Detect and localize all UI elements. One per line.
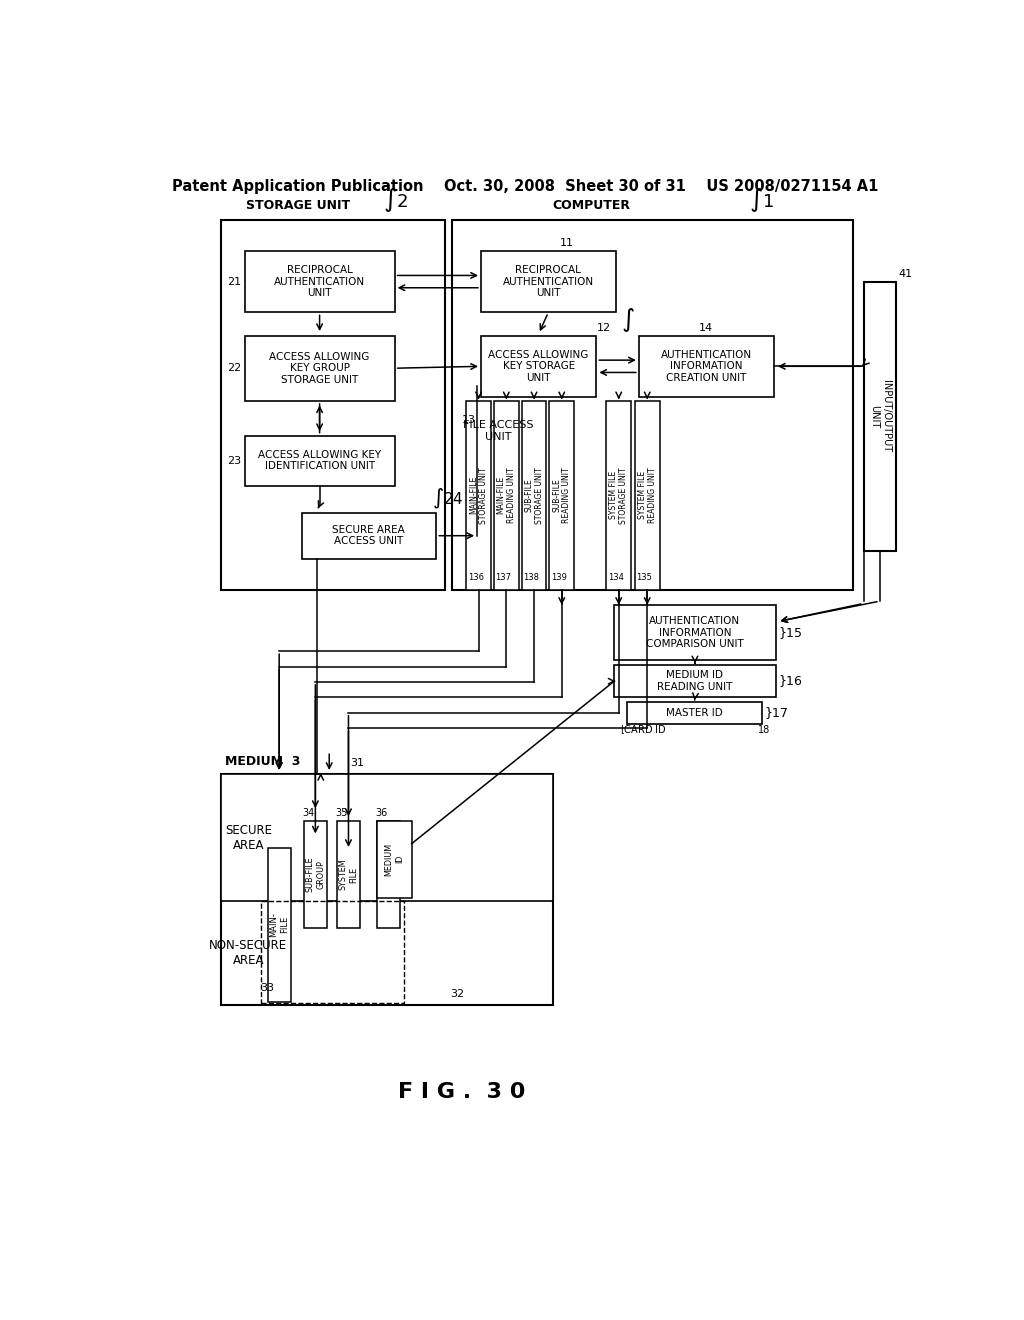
Bar [377, 821, 400, 928]
Text: SUB-FILE
READING UNIT: SUB-FILE READING UNIT [552, 467, 571, 523]
Text: 32: 32 [451, 989, 464, 999]
Text: MAIN-FILE
READING UNIT: MAIN-FILE READING UNIT [497, 467, 516, 523]
Bar [635, 401, 659, 590]
Text: INPUT/OUTPUT
UNIT: INPUT/OUTPUT UNIT [869, 380, 891, 453]
Text: SECURE AREA
ACCESS UNIT: SECURE AREA ACCESS UNIT [333, 525, 406, 546]
Text: 12: 12 [596, 323, 610, 333]
Text: $\int$: $\int$ [622, 306, 635, 334]
Text: STORAGE UNIT: STORAGE UNIT [247, 199, 350, 213]
Text: MEDIUM
ID: MEDIUM ID [385, 842, 404, 875]
Text: 33: 33 [260, 983, 274, 994]
Text: RECIPROCAL
AUTHENTICATION
UNIT: RECIPROCAL AUTHENTICATION UNIT [274, 265, 366, 298]
Bar [628, 702, 762, 723]
Bar [550, 401, 574, 590]
Text: 13: 13 [462, 416, 476, 425]
Text: 136: 136 [468, 573, 483, 582]
Text: COMPUTER: COMPUTER [552, 199, 630, 213]
Bar [863, 281, 896, 552]
Bar [245, 335, 394, 401]
Text: ACCESS ALLOWING
KEY STORAGE
UNIT: ACCESS ALLOWING KEY STORAGE UNIT [488, 350, 589, 383]
Text: ACCESS ALLOWING
KEY GROUP
STORAGE UNIT: ACCESS ALLOWING KEY GROUP STORAGE UNIT [269, 351, 370, 385]
Text: MEDIUM  3: MEDIUM 3 [225, 755, 301, 768]
Bar [304, 821, 327, 928]
Text: SYSTEM FILE
STORAGE UNIT: SYSTEM FILE STORAGE UNIT [609, 467, 629, 524]
Text: 11: 11 [560, 239, 573, 248]
Bar [521, 401, 547, 590]
Bar [639, 335, 773, 397]
Text: NON-SECURE
AREA: NON-SECURE AREA [209, 939, 288, 968]
Text: 14: 14 [698, 323, 713, 333]
Text: FILE ACCESS
UNIT: FILE ACCESS UNIT [463, 420, 534, 442]
Bar [494, 401, 518, 590]
Text: SYSTEM
FILE: SYSTEM FILE [339, 859, 358, 890]
Text: RECIPROCAL
AUTHENTICATION
UNIT: RECIPROCAL AUTHENTICATION UNIT [503, 265, 594, 298]
Bar [377, 821, 412, 898]
Text: 137: 137 [496, 573, 512, 582]
Bar [245, 251, 394, 313]
Bar [245, 436, 394, 486]
Text: MASTER ID: MASTER ID [667, 708, 723, 718]
Text: $\lfloor$CARD ID: $\lfloor$CARD ID [620, 723, 666, 737]
Bar [221, 775, 553, 1006]
Text: 31: 31 [350, 758, 364, 768]
Bar [261, 902, 403, 1003]
Text: $\int$24: $\int$24 [432, 487, 464, 511]
Bar [614, 665, 776, 697]
Text: ACCESS ALLOWING KEY
IDENTIFICATION UNIT: ACCESS ALLOWING KEY IDENTIFICATION UNIT [258, 450, 381, 471]
Text: SYSTEM FILE
READING UNIT: SYSTEM FILE READING UNIT [638, 467, 657, 523]
Text: SUB-FILE
STORAGE UNIT: SUB-FILE STORAGE UNIT [524, 467, 544, 524]
Bar [301, 512, 436, 558]
Text: Patent Application Publication    Oct. 30, 2008  Sheet 30 of 31    US 2008/02711: Patent Application Publication Oct. 30, … [172, 180, 878, 194]
Text: $\int$1: $\int$1 [749, 186, 774, 214]
Text: MAIN-
FILE: MAIN- FILE [269, 912, 289, 937]
Text: 35: 35 [336, 808, 348, 818]
Text: 36: 36 [376, 808, 388, 818]
Text: 41: 41 [898, 268, 912, 279]
Bar [481, 251, 615, 313]
Text: SUB-FILE
GROUP: SUB-FILE GROUP [305, 857, 325, 892]
Bar [606, 401, 631, 590]
Text: 138: 138 [523, 573, 540, 582]
Text: 139: 139 [551, 573, 567, 582]
Text: 22: 22 [227, 363, 242, 374]
Text: $\}$16: $\}$16 [778, 673, 803, 689]
Bar [221, 220, 444, 590]
Text: SECURE
AREA: SECURE AREA [225, 824, 271, 851]
Text: MAIN-FILE
STORAGE UNIT: MAIN-FILE STORAGE UNIT [469, 467, 488, 524]
Text: 21: 21 [227, 277, 242, 286]
Bar [337, 821, 360, 928]
Bar [267, 847, 291, 1002]
Text: $\int$2: $\int$2 [383, 186, 409, 214]
Bar [453, 220, 853, 590]
Text: MEDIUM ID
READING UNIT: MEDIUM ID READING UNIT [657, 671, 732, 692]
Bar [221, 775, 553, 902]
Text: 34: 34 [302, 808, 314, 818]
Bar [466, 401, 490, 590]
Bar [481, 335, 596, 397]
Text: AUTHENTICATION
INFORMATION
COMPARISON UNIT: AUTHENTICATION INFORMATION COMPARISON UN… [646, 616, 743, 649]
Text: $\}$17: $\}$17 [764, 705, 790, 721]
Text: 134: 134 [608, 573, 624, 582]
Bar [614, 605, 776, 660]
Text: 18: 18 [758, 725, 770, 735]
Text: AUTHENTICATION
INFORMATION
CREATION UNIT: AUTHENTICATION INFORMATION CREATION UNIT [660, 350, 752, 383]
Text: 135: 135 [637, 573, 652, 582]
Text: F I G .  3 0: F I G . 3 0 [398, 1081, 525, 1102]
Text: $\}$15: $\}$15 [778, 624, 803, 640]
Text: 23: 23 [227, 455, 242, 466]
